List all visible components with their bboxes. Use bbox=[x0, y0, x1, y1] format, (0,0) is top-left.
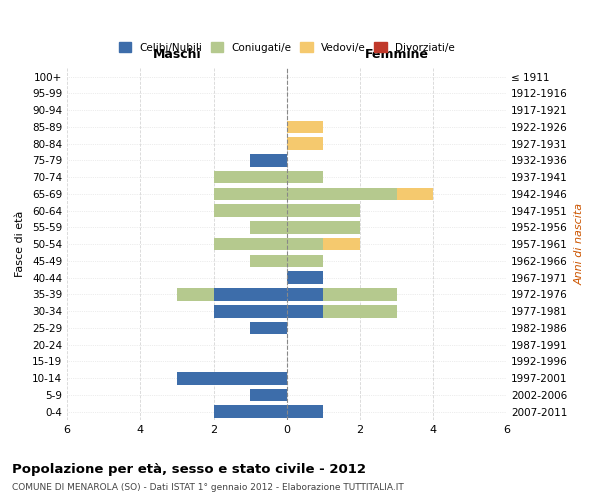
Bar bbox=[214, 288, 287, 301]
Bar bbox=[287, 272, 323, 284]
Bar bbox=[287, 305, 323, 318]
Bar bbox=[214, 171, 287, 183]
Bar bbox=[323, 288, 397, 301]
Bar bbox=[287, 204, 360, 217]
Text: Popolazione per età, sesso e stato civile - 2012: Popolazione per età, sesso e stato civil… bbox=[12, 462, 366, 475]
Bar bbox=[287, 120, 323, 133]
Bar bbox=[287, 221, 360, 234]
Text: Femmine: Femmine bbox=[365, 48, 428, 62]
Bar bbox=[323, 305, 397, 318]
Y-axis label: Fasce di età: Fasce di età bbox=[15, 211, 25, 278]
Bar bbox=[250, 221, 287, 234]
Legend: Celibi/Nubili, Coniugati/e, Vedovi/e, Divorziati/e: Celibi/Nubili, Coniugati/e, Vedovi/e, Di… bbox=[115, 38, 459, 57]
Bar bbox=[214, 238, 287, 250]
Text: Maschi: Maschi bbox=[152, 48, 201, 62]
Bar bbox=[287, 171, 323, 183]
Bar bbox=[214, 305, 287, 318]
Bar bbox=[177, 372, 287, 384]
Bar bbox=[214, 204, 287, 217]
Text: COMUNE DI MENAROLA (SO) - Dati ISTAT 1° gennaio 2012 - Elaborazione TUTTITALIA.I: COMUNE DI MENAROLA (SO) - Dati ISTAT 1° … bbox=[12, 482, 404, 492]
Bar bbox=[287, 254, 323, 268]
Bar bbox=[250, 254, 287, 268]
Bar bbox=[250, 154, 287, 166]
Bar bbox=[250, 388, 287, 402]
Bar bbox=[323, 238, 360, 250]
Bar bbox=[250, 322, 287, 334]
Bar bbox=[214, 406, 287, 418]
Bar bbox=[177, 288, 214, 301]
Bar bbox=[214, 188, 287, 200]
Y-axis label: Anni di nascita: Anni di nascita bbox=[575, 203, 585, 285]
Bar bbox=[287, 138, 323, 150]
Bar bbox=[287, 188, 397, 200]
Bar bbox=[287, 238, 323, 250]
Bar bbox=[397, 188, 433, 200]
Bar bbox=[287, 406, 323, 418]
Bar bbox=[287, 288, 323, 301]
